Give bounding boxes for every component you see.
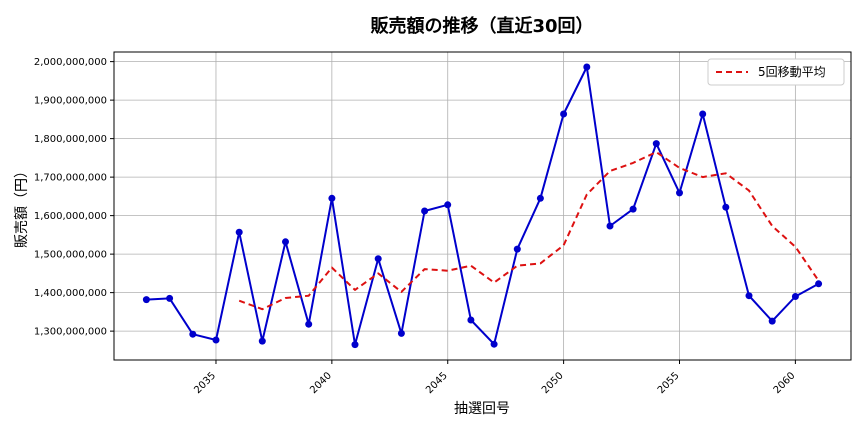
sales-data-point	[467, 316, 475, 324]
y-tick-label: 1,700,000,000	[34, 173, 107, 184]
sales-data-point	[652, 140, 660, 148]
y-tick-label: 1,300,000,000	[34, 327, 107, 338]
sales-data-point	[351, 341, 359, 349]
y-tick-label: 1,900,000,000	[34, 96, 107, 107]
y-tick-label: 1,600,000,000	[34, 211, 107, 222]
sales-data-point	[629, 205, 637, 213]
x-tick-label: 2055	[656, 370, 682, 396]
sales-data-point	[490, 340, 498, 348]
sales-data-point	[444, 201, 452, 209]
sales-data-point	[815, 280, 823, 288]
sales-series-line	[146, 66, 820, 346]
chart-title: 販売額の推移（直近30回）	[370, 15, 593, 37]
sales-data-point	[212, 336, 220, 344]
y-axis-ticks: 1,300,000,000 1,400,000,000 1,500,000,000 1…	[34, 57, 114, 338]
y-axis-label: 販売額（円）	[14, 164, 30, 248]
sales-data-point	[536, 194, 544, 202]
sales-data-point	[189, 330, 197, 338]
sales-data-point	[166, 294, 174, 302]
legend-label-moving-average: 5回移動平均	[758, 65, 826, 79]
sales-data-point	[282, 238, 289, 246]
x-axis-label: 抽選回号	[454, 401, 510, 417]
sales-data-point	[397, 329, 405, 337]
x-tick-label: 2035	[192, 370, 218, 396]
sales-data-point	[560, 110, 568, 118]
series-layer	[142, 63, 823, 349]
sales-data-point	[142, 296, 150, 304]
sales-data-point	[328, 194, 336, 202]
sales-data-point	[768, 317, 776, 325]
sales-data-point	[235, 228, 243, 236]
x-tick-label: 2045	[424, 370, 450, 396]
legend-box	[707, 58, 845, 86]
sales-data-point	[305, 320, 313, 328]
x-tick-label: 2050	[540, 370, 566, 396]
plot-area	[114, 52, 851, 360]
sales-data-point	[374, 255, 382, 263]
sales-data-point	[421, 207, 429, 215]
sales-data-point	[722, 203, 730, 211]
y-tick-label: 1,400,000,000	[34, 288, 107, 299]
y-tick-label: 1,500,000,000	[34, 250, 107, 261]
sales-data-point	[676, 189, 683, 197]
sales-data-point	[583, 63, 591, 71]
sales-data-point	[513, 245, 521, 253]
sales-data-point	[258, 337, 266, 345]
plot-frame	[113, 51, 852, 361]
sales-data-point	[606, 222, 614, 230]
sales-data-point	[699, 110, 707, 118]
y-tick-label: 2,000,000,000	[34, 57, 107, 68]
legend: 5回移動平均	[707, 58, 845, 86]
moving-average-line	[238, 151, 820, 311]
y-tick-label: 1,800,000,000	[34, 134, 107, 145]
sales-data-point	[791, 293, 799, 300]
x-tick-label: 2060	[772, 370, 798, 396]
x-tick-label: 2040	[308, 370, 334, 396]
sales-data-point	[745, 292, 753, 300]
x-axis-ticks: 2035 2040 2045 2050 2055 2060	[192, 360, 797, 396]
